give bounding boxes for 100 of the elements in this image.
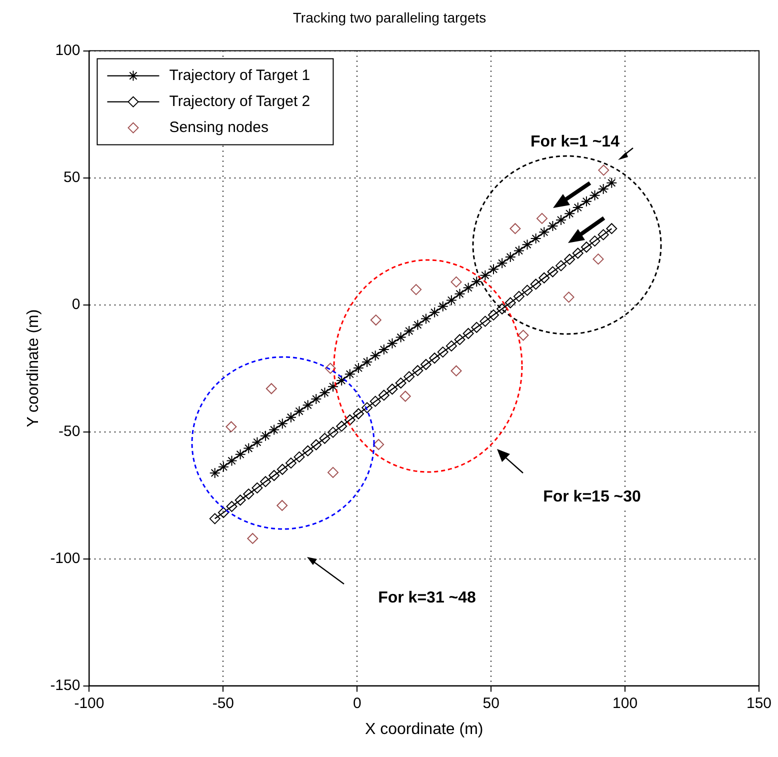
point — [352, 362, 364, 374]
point — [226, 421, 237, 432]
point — [344, 368, 356, 380]
point — [336, 374, 348, 386]
point — [598, 229, 609, 240]
point — [370, 350, 381, 362]
y-tick-label: 0 — [72, 296, 80, 313]
y-tick-label: 100 — [55, 42, 80, 59]
point — [513, 245, 524, 256]
point — [395, 332, 406, 343]
point — [480, 270, 491, 281]
point — [530, 278, 542, 290]
legend-label: Trajectory of Target 1 — [169, 66, 310, 84]
point — [510, 223, 521, 234]
point — [268, 470, 280, 481]
point — [276, 418, 288, 430]
point — [530, 233, 542, 244]
point — [319, 387, 330, 398]
point — [429, 352, 440, 364]
point — [446, 294, 457, 306]
point — [606, 223, 618, 234]
point — [592, 254, 604, 265]
point — [285, 412, 296, 423]
y-tick-label: -150 — [50, 676, 80, 694]
point — [294, 451, 305, 462]
point — [373, 439, 384, 450]
point — [218, 461, 229, 472]
point — [454, 334, 466, 346]
point — [488, 309, 499, 320]
point — [404, 371, 415, 382]
x-tick-label: 0 — [352, 694, 362, 712]
point — [598, 183, 609, 194]
y-tick-label: 50 — [64, 168, 80, 186]
point — [404, 325, 415, 336]
point — [547, 266, 558, 278]
point — [370, 396, 381, 407]
point — [260, 476, 272, 488]
point — [412, 365, 424, 376]
legend-label: Sensing nodes — [169, 118, 268, 136]
annotation: For k=1 ~14 — [530, 133, 620, 150]
point — [504, 297, 516, 308]
point — [226, 500, 238, 512]
point — [352, 408, 364, 420]
point — [488, 264, 499, 275]
point — [328, 426, 339, 438]
point — [522, 239, 533, 250]
point — [556, 260, 567, 272]
point — [496, 303, 508, 314]
point — [412, 319, 424, 330]
point — [450, 365, 462, 376]
x-axis-title: X coordinate (m) — [364, 720, 484, 738]
point — [446, 340, 457, 352]
point — [266, 383, 277, 394]
point — [462, 328, 474, 339]
y-tick-label: -50 — [58, 422, 80, 440]
point — [310, 394, 322, 405]
point — [378, 390, 390, 401]
x-tick-label: 50 — [482, 694, 500, 712]
point — [310, 439, 322, 450]
point — [589, 236, 600, 247]
point — [400, 390, 411, 402]
point — [276, 464, 288, 475]
point — [294, 406, 305, 417]
point — [513, 290, 524, 302]
point — [209, 513, 220, 524]
x-tick-label: 100 — [612, 694, 638, 712]
point — [480, 316, 491, 327]
point — [302, 445, 314, 456]
point — [386, 384, 398, 395]
point — [252, 436, 263, 448]
point — [378, 344, 390, 356]
point — [538, 226, 550, 238]
point — [328, 381, 339, 392]
point — [370, 314, 382, 326]
point — [589, 190, 600, 201]
point — [606, 177, 618, 188]
point — [580, 196, 592, 207]
point — [410, 284, 422, 296]
point — [462, 282, 474, 294]
point — [429, 306, 440, 318]
point — [572, 202, 584, 214]
x-tick-label: -50 — [212, 694, 234, 712]
point — [268, 424, 280, 436]
legend-label: Trajectory of Target 2 — [169, 92, 310, 110]
point — [344, 414, 356, 426]
point — [420, 313, 432, 324]
chart-title: Tracking two paralleling targets — [292, 9, 486, 26]
point — [276, 500, 288, 511]
point — [386, 338, 398, 349]
point — [496, 258, 508, 269]
point — [572, 248, 584, 259]
point — [471, 276, 482, 288]
point — [564, 254, 576, 265]
point — [243, 442, 254, 454]
y-tick-label: -100 — [50, 550, 80, 567]
point — [538, 272, 550, 284]
point — [580, 242, 592, 253]
y-axis-title: Y coordinate (m) — [25, 309, 42, 428]
point — [247, 532, 258, 544]
point — [556, 214, 567, 226]
